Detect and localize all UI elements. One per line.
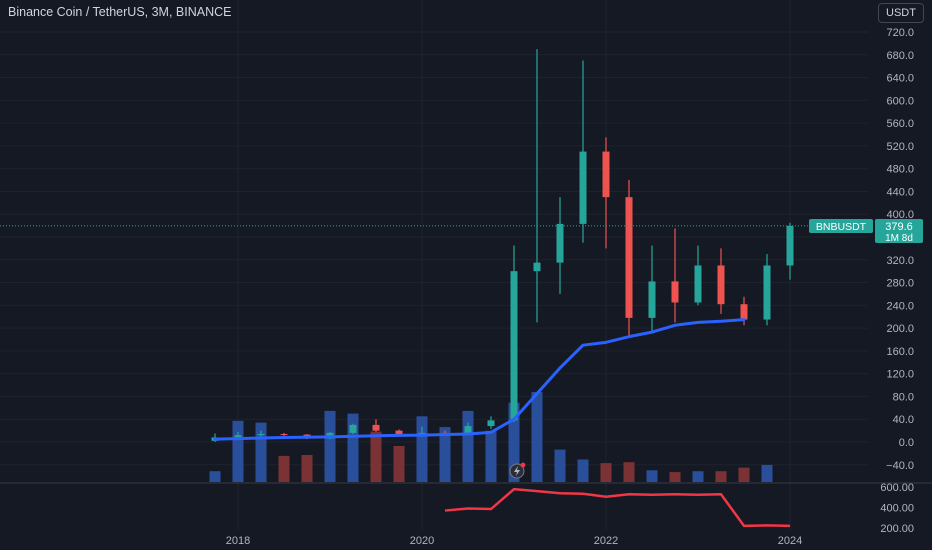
volume-bar — [393, 446, 405, 482]
candle-body — [510, 271, 518, 421]
price-tick-label: 680.0 — [886, 50, 914, 62]
price-tick-label: 0.0 — [899, 437, 914, 449]
price-tick-label: 400.0 — [886, 209, 914, 221]
price-tick-label: 120.0 — [886, 369, 914, 381]
price-tick-label: 520.0 — [886, 141, 914, 153]
price-tag-value: 379.6 — [885, 221, 913, 233]
price-tick-label: 320.0 — [886, 255, 914, 267]
volume-bar — [485, 430, 497, 482]
candle-body — [740, 304, 748, 320]
candle-body — [533, 262, 541, 272]
candle-body — [257, 434, 265, 436]
time-tick-label: 2020 — [410, 535, 434, 547]
volume-bar — [669, 472, 681, 482]
price-tag — [875, 219, 923, 243]
price-tick-label: 720.0 — [886, 27, 914, 39]
volume-bar — [370, 431, 382, 482]
candle-body — [280, 434, 288, 436]
candle-body — [717, 265, 725, 305]
price-tick-label: 440.0 — [886, 186, 914, 198]
candle-body — [556, 223, 564, 263]
volume-bar — [347, 413, 359, 482]
volume-bar — [508, 402, 520, 482]
candlesticks — [211, 49, 794, 442]
volume-bar — [416, 416, 428, 482]
price-tick-label: 560.0 — [886, 118, 914, 130]
candle-body — [418, 432, 426, 435]
price-tick-label: 600.0 — [886, 95, 914, 107]
volume-bar — [692, 471, 704, 482]
time-tick-label: 2022 — [594, 535, 618, 547]
volume-bar — [600, 463, 612, 482]
candle-body — [625, 197, 633, 318]
volume-bar — [255, 422, 267, 482]
price-tag-countdown: 1M 8d — [885, 233, 913, 244]
price-tick-label: 80.0 — [893, 391, 914, 403]
sub-tick-label: 600.00 — [880, 482, 914, 494]
price-tick-label: 240.0 — [886, 300, 914, 312]
candle-body — [602, 151, 610, 198]
volume-bar — [715, 471, 727, 482]
price-tick-label: 200.0 — [886, 323, 914, 335]
volume-bar — [232, 420, 244, 482]
currency-button[interactable]: USDT — [878, 3, 924, 23]
sub-indicator-line — [444, 487, 791, 528]
price-label: BNBUSDT 379.6 1M 8d — [809, 219, 923, 244]
price-tick-label: 40.0 — [893, 414, 914, 426]
volume-bar — [209, 471, 221, 482]
price-tick-label: 480.0 — [886, 164, 914, 176]
candle-body — [464, 426, 472, 434]
volume-bar — [301, 455, 313, 482]
volume-bar — [761, 464, 773, 482]
candle-body — [395, 430, 403, 435]
candle-body — [234, 435, 242, 438]
volume-bar — [462, 410, 474, 482]
price-tick-label: 160.0 — [886, 346, 914, 358]
sub-tick-label: 400.00 — [880, 503, 914, 515]
volume-bar — [646, 470, 658, 482]
volume-bar — [577, 459, 589, 482]
volume-bar — [324, 410, 336, 482]
sub-tick-label: 200.00 — [880, 523, 914, 535]
volume-bar — [439, 427, 451, 482]
price-tick-label: 640.0 — [886, 73, 914, 85]
symbol-tag — [809, 219, 873, 233]
price-tick-label: −40.0 — [886, 460, 914, 472]
time-tick-label: 2018 — [226, 535, 250, 547]
candle-body — [671, 281, 679, 303]
flash-icon[interactable] — [509, 462, 526, 479]
volume-bars — [209, 392, 773, 482]
price-tick-label: 280.0 — [886, 278, 914, 290]
price-axis[interactable]: 720.0 680.0 640.0 600.0 560.0 520.0 480.0 440.0… — [886, 27, 914, 472]
volume-bar — [623, 462, 635, 482]
candle-body — [694, 265, 702, 303]
candle-body — [349, 424, 357, 433]
sub-axis: 600.00 400.00 200.00 — [880, 482, 914, 535]
candle-body — [372, 424, 380, 431]
volume-bar — [531, 392, 543, 482]
moving-average-line — [213, 318, 746, 441]
time-tick-label: 2024 — [778, 535, 802, 547]
volume-bar — [278, 455, 290, 482]
volume-bar — [738, 467, 750, 482]
candle-body — [786, 225, 794, 266]
candle-body — [763, 265, 771, 320]
candle-body — [648, 281, 656, 318]
candle-body — [579, 151, 587, 224]
candle-body — [487, 420, 495, 427]
time-axis[interactable]: 2018202020222024202620282030 — [226, 535, 932, 547]
volume-bar — [554, 449, 566, 482]
chart-title: Binance Coin / TetherUS, 3M, BINANCE — [8, 5, 232, 19]
symbol-tag-text: BNBUSDT — [816, 221, 867, 233]
